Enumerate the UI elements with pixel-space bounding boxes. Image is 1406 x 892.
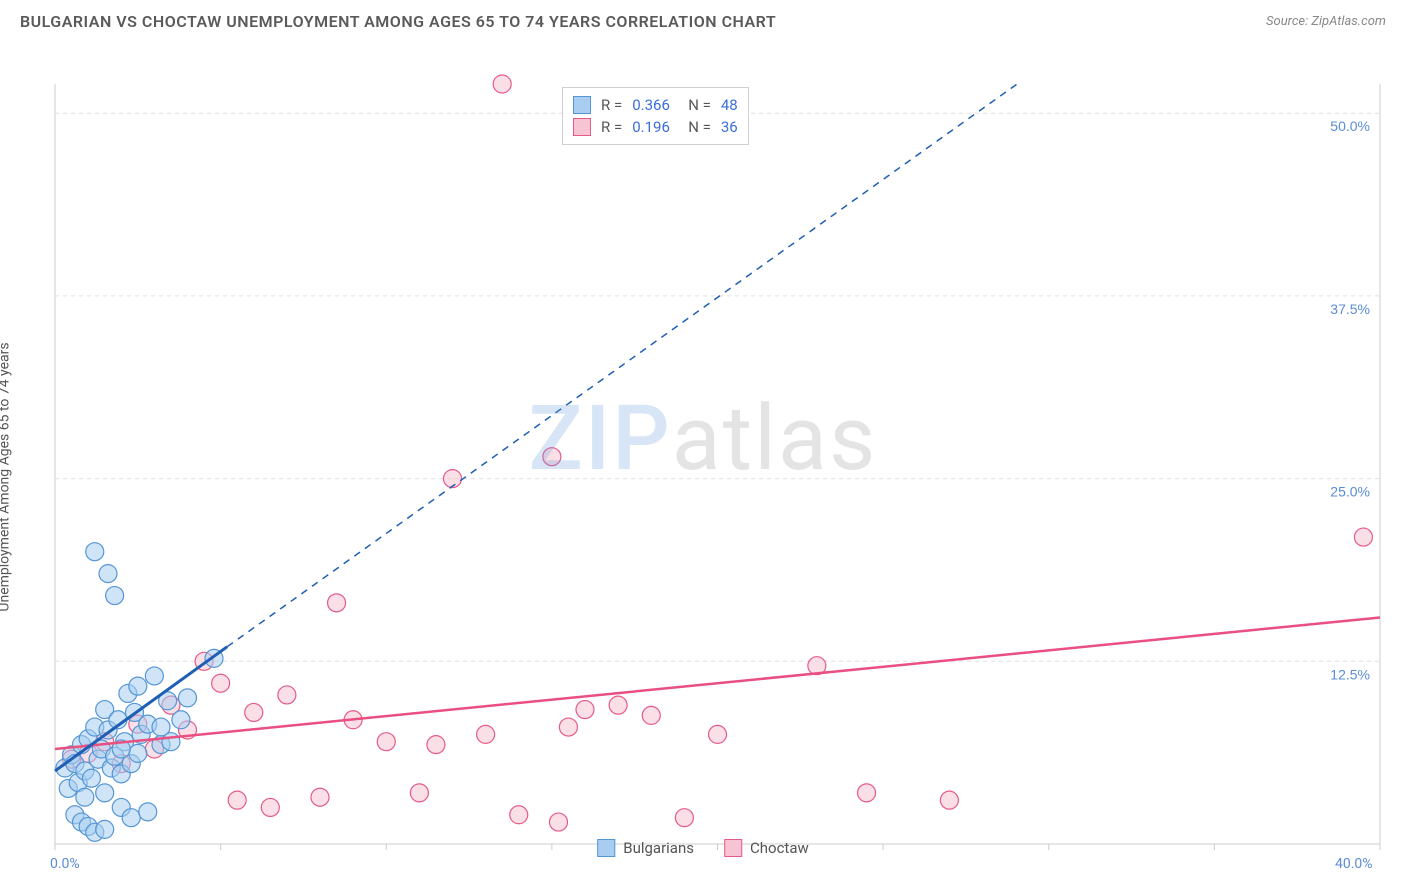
pink-swatch: [724, 839, 742, 857]
blue-swatch: [573, 96, 591, 114]
svg-text:12.5%: 12.5%: [1330, 666, 1370, 682]
legend-label: Bulgarians: [623, 839, 694, 857]
legend-item-choctaw: Choctaw: [724, 839, 809, 857]
legend-label: Choctaw: [750, 839, 809, 857]
x-axis-origin-label: 0.0%: [50, 856, 80, 872]
source-label: Source: ZipAtlas.com: [1266, 14, 1386, 29]
pink-swatch: [573, 118, 591, 136]
legend-item-bulgarians: Bulgarians: [597, 839, 694, 857]
svg-text:50.0%: 50.0%: [1330, 118, 1370, 134]
chart-area: 12.5%25.0%37.5%50.0% ZIPatlas Unemployme…: [0, 39, 1406, 859]
svg-text:37.5%: 37.5%: [1330, 301, 1370, 317]
svg-text:25.0%: 25.0%: [1330, 484, 1370, 500]
series-legend: Bulgarians Choctaw: [597, 839, 809, 857]
blue-swatch: [597, 839, 615, 857]
scatter-chart: 12.5% 25.0% 37.5% 50.0%: [0, 39, 1406, 869]
stats-legend-box: R =0.366N =48R =0.196N =36: [562, 87, 749, 145]
stats-row: R =0.196N =36: [573, 116, 738, 138]
chart-title: BULGARIAN VS CHOCTAW UNEMPLOYMENT AMONG …: [20, 12, 776, 31]
x-axis-max-label: 40.0%: [1335, 856, 1373, 872]
stats-row: R =0.366N =48: [573, 94, 738, 116]
y-axis-label: Unemployment Among Ages 65 to 74 years: [0, 342, 13, 611]
